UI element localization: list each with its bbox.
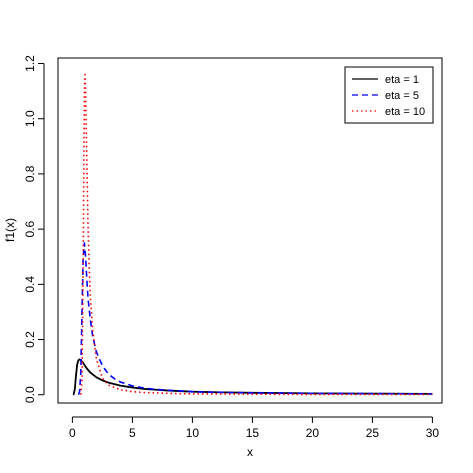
x-tick-label: 20 [306, 426, 320, 440]
y-axis-label: f1(x) [3, 218, 17, 242]
y-tick-label: 0.0 [23, 386, 37, 403]
x-tick-label: 25 [366, 426, 380, 440]
y-tick-label: 1.0 [23, 110, 37, 127]
x-axis-label: x [247, 445, 253, 459]
x-tick-label: 15 [246, 426, 260, 440]
legend: eta = 1 eta = 5 eta = 10 [344, 66, 434, 124]
legend-label-2: eta = 5 [385, 90, 419, 102]
x-tick-label: 30 [426, 426, 440, 440]
plot-frame [57, 57, 443, 404]
x-axis: 0 5 10 15 20 25 30 [69, 416, 440, 440]
y-tick-label: 0.6 [23, 220, 37, 237]
series-layer [72, 73, 433, 396]
series-line-1 [72, 358, 433, 396]
series-line-3 [80, 73, 433, 396]
y-tick-label: 0.4 [23, 276, 37, 293]
x-tick-label: 0 [69, 426, 76, 440]
legend-label-1: eta = 1 [385, 74, 419, 86]
y-axis: 0.0 0.2 0.4 0.6 0.8 1.0 1.2 [23, 55, 45, 403]
legend-label-3: eta = 10 [385, 106, 425, 118]
y-tick-label: 0.2 [23, 331, 37, 348]
x-tick-label: 10 [186, 426, 200, 440]
y-tick-label: 1.2 [23, 55, 37, 72]
x-tick-label: 5 [129, 426, 136, 440]
series-line-2 [77, 242, 433, 396]
y-tick-label: 0.8 [23, 165, 37, 182]
legend-box [344, 66, 434, 124]
